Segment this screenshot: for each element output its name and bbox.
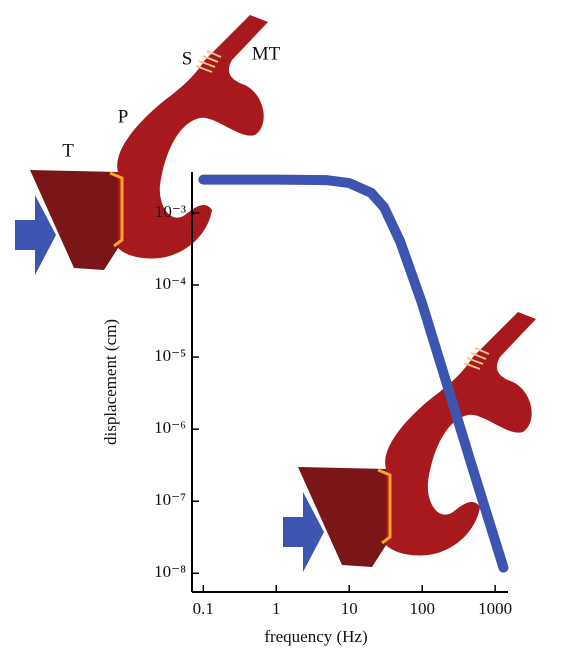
y-tick-label: 10⁻⁸ [154,562,186,581]
y-tick-label: 10⁻⁷ [154,490,186,509]
y-tick-label: 10⁻⁶ [154,418,186,437]
data-line [198,174,509,573]
y-axis-label: displacement (cm) [101,319,120,445]
x-tick-label: 1000 [478,599,512,618]
illustration [13,13,270,277]
annotation: P [118,106,129,127]
x-tick-label: 0.1 [193,599,214,618]
x-tick-label: 10 [341,599,358,618]
x-tick-label: 100 [409,599,435,618]
y-tick-label: 10⁻⁴ [154,274,186,293]
annotation: MT [252,43,281,64]
x-axis-label: frequency (Hz) [264,627,367,646]
illustration [281,310,538,574]
y-tick-label: 10⁻³ [155,202,186,221]
x-tick-label: 1 [272,599,281,618]
annotation: T [62,140,74,161]
y-tick-label: 10⁻⁵ [154,346,186,365]
annotation: S [182,48,193,69]
